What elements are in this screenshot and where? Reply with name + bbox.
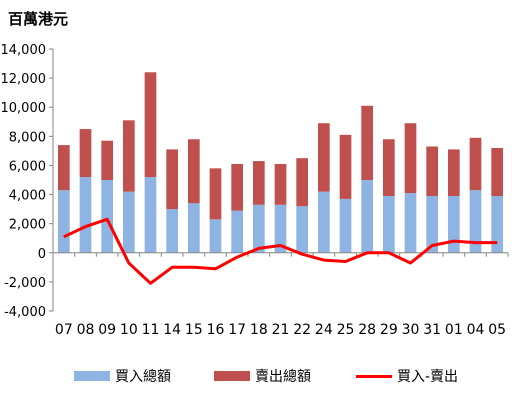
bar-sell: [209, 168, 222, 220]
x-tick-label: 07: [55, 322, 73, 338]
y-tick-label: 10,000: [1, 101, 47, 116]
y-tick-label: 4,000: [9, 189, 46, 204]
bar-buy: [122, 191, 135, 253]
stacked-bar-line-chart: -4,000 -2,000 0 2,000 4,000 6,000 8,000 10,000 1…: [1, 43, 509, 338]
legend-label-buy: 買入總額: [115, 369, 171, 385]
unit-label: 百萬港元: [8, 10, 69, 28]
bar-buy: [57, 190, 70, 253]
bar-sell: [317, 123, 330, 192]
y-tick-label: -2,000: [4, 276, 46, 291]
x-tick-label: 11: [142, 322, 160, 338]
legend-label-net: 買入-賣出: [397, 369, 459, 385]
bar-buy: [231, 210, 244, 253]
bar-sell: [382, 139, 395, 197]
bar-sell: [274, 163, 287, 205]
x-tick-label: 28: [358, 322, 376, 338]
bar-buy: [382, 196, 395, 253]
bar-sell: [231, 163, 244, 211]
bar-buy: [79, 177, 92, 253]
bar-buy: [404, 193, 417, 253]
legend: 買入總額 賣出總額 買入-賣出: [0, 366, 519, 388]
bar-sell: [491, 147, 504, 197]
legend-swatch-sell: [214, 371, 250, 381]
bar-sell: [144, 72, 157, 178]
x-tick-label: 09: [98, 322, 116, 338]
bar-buy: [209, 219, 222, 253]
y-tick-label: 0: [38, 247, 46, 262]
x-tick-label: 31: [423, 322, 441, 338]
bar-buy: [166, 209, 179, 253]
bar-sell: [187, 139, 200, 204]
y-tick-label: 12,000: [1, 72, 47, 87]
bar-sell: [447, 149, 460, 197]
bar-sell: [469, 137, 482, 191]
x-tick-label: 04: [467, 322, 485, 338]
legend-item-buy: 買入總額: [74, 366, 171, 386]
bar-buy: [317, 191, 330, 253]
bar-sell: [252, 161, 265, 205]
bar-buy: [144, 177, 157, 253]
legend-label-sell: 賣出總額: [255, 369, 311, 385]
x-tick-label: 08: [77, 322, 95, 338]
y-tick-label: -4,000: [4, 305, 46, 320]
x-tick-label: 18: [250, 322, 268, 338]
bar-sell: [404, 123, 417, 194]
y-tick-label: 8,000: [9, 130, 46, 145]
y-tick-label: 6,000: [9, 159, 46, 174]
bar-sell: [426, 146, 439, 197]
x-tick-label: 30: [402, 322, 420, 338]
x-tick-label: 01: [445, 322, 463, 338]
y-tick-label: 2,000: [9, 218, 46, 233]
bar-buy: [447, 196, 460, 253]
legend-item-sell: 賣出總額: [214, 366, 311, 386]
bar-sell: [79, 129, 92, 178]
x-tick-label: 21: [272, 322, 290, 338]
bar-sell: [361, 105, 374, 180]
bar-buy: [101, 180, 114, 253]
legend-swatch-buy: [74, 371, 110, 381]
bar-buy: [339, 198, 352, 253]
x-tick-label: 22: [293, 322, 311, 338]
x-tick-label: 29: [380, 322, 398, 338]
bar-sell: [122, 120, 135, 192]
x-tick-label: 24: [315, 322, 333, 338]
net-line: [63, 217, 498, 285]
bar-sell: [296, 158, 309, 207]
bar-sell: [339, 134, 352, 199]
bar-buy: [252, 204, 265, 253]
bar-buy: [296, 206, 309, 253]
x-tick-label: 10: [120, 322, 138, 338]
bar-buy: [426, 196, 439, 253]
legend-item-net: 買入-賣出: [356, 366, 458, 386]
x-tick-label: 05: [488, 322, 506, 338]
x-tick-label: 15: [185, 322, 203, 338]
bar-buy: [469, 190, 482, 253]
x-tick-label: 16: [207, 322, 225, 338]
bar-buy: [491, 196, 504, 253]
x-tick-label: 25: [337, 322, 355, 338]
bar-sell: [101, 140, 114, 180]
bar-sell: [57, 145, 70, 191]
legend-swatch-net: [356, 374, 392, 378]
bar-buy: [361, 180, 374, 253]
x-tick-label: 14: [163, 322, 181, 338]
x-tick-label: 17: [228, 322, 246, 338]
bar-buy: [274, 204, 287, 253]
bar-buy: [187, 203, 200, 253]
bar-sell: [166, 149, 179, 210]
y-tick-label: 14,000: [1, 43, 47, 58]
